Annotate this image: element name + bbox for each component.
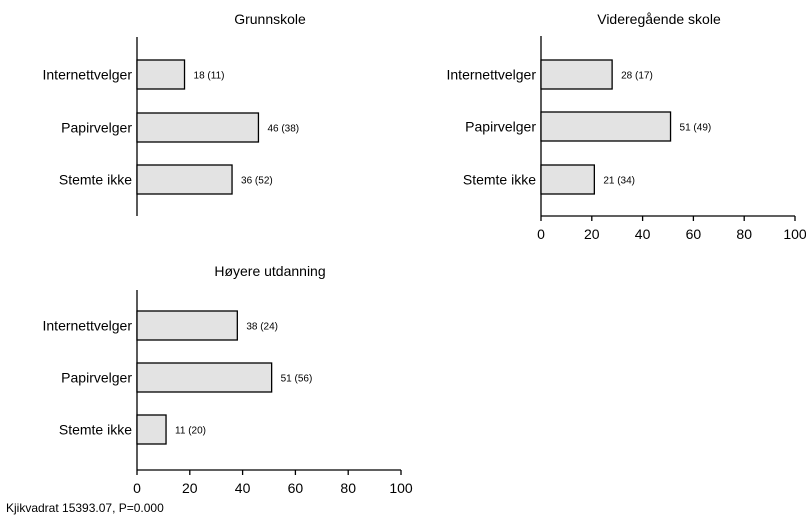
x-tick-label: 40 — [235, 480, 251, 496]
category-label: Papirvelger — [61, 370, 132, 386]
x-tick-label: 0 — [537, 226, 545, 242]
data-label: 46 (38) — [267, 124, 299, 135]
chart-title: Grunnskole — [234, 11, 306, 27]
data-label: 51 (49) — [680, 123, 712, 134]
data-label: 11 (20) — [175, 426, 206, 437]
x-tick-label: 0 — [133, 480, 141, 496]
x-tick-label: 20 — [584, 226, 600, 242]
bar — [136, 164, 233, 195]
x-tick-label: 20 — [182, 480, 198, 496]
bar — [540, 111, 672, 142]
bar — [540, 59, 613, 90]
x-tick-label: 80 — [736, 226, 752, 242]
bar — [136, 362, 273, 393]
x-tick-label: 100 — [389, 480, 413, 496]
bar — [136, 414, 167, 445]
data-label: 36 (52) — [241, 176, 273, 187]
data-label: 21 (34) — [603, 176, 635, 187]
data-label: 28 (17) — [621, 71, 653, 82]
bar — [136, 59, 186, 90]
category-label: Stemte ikke — [59, 172, 132, 188]
category-label: Internettvelger — [43, 318, 133, 334]
category-label: Internettvelger — [43, 67, 133, 83]
x-tick-label: 80 — [340, 480, 356, 496]
category-label: Papirvelger — [465, 119, 536, 135]
bar — [540, 164, 595, 195]
bar — [136, 112, 260, 143]
x-tick-label: 60 — [288, 480, 304, 496]
chart-title: Videregående skole — [597, 11, 721, 27]
category-label: Internettvelger — [447, 67, 537, 83]
data-label: 18 (11) — [194, 71, 225, 82]
category-label: Stemte ikke — [463, 172, 536, 188]
bar — [136, 310, 238, 341]
data-label: 38 (24) — [246, 322, 278, 333]
x-tick-label: 60 — [686, 226, 702, 242]
x-tick-label: 40 — [635, 226, 651, 242]
category-label: Papirvelger — [61, 120, 132, 136]
category-label: Stemte ikke — [59, 422, 132, 438]
chi-square-footnote: Kjikvadrat 15393.07, P=0.000 — [6, 501, 164, 515]
chart-title: Høyere utdanning — [214, 263, 325, 279]
data-label: 51 (56) — [281, 374, 313, 385]
x-tick-label: 100 — [783, 226, 806, 242]
